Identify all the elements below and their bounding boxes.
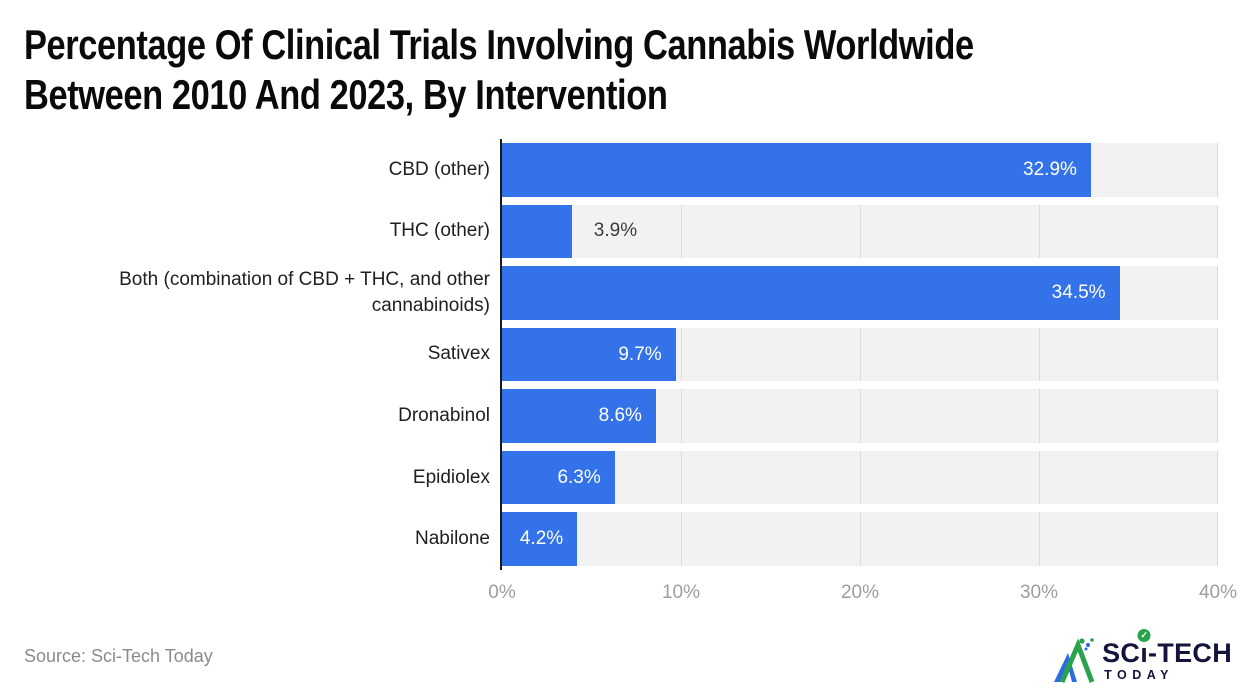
gridline [1039,512,1040,567]
bar-track: 8.6% [502,385,1218,447]
bar-value-label: 6.3% [557,466,601,488]
bar-value-label: 8.6% [598,405,642,427]
row-band: 8.6% [502,389,1218,443]
x-axis: 0% 10% 20% 30% 40% [488,582,1237,608]
gridline [860,327,861,382]
bar-track: 6.3% [502,447,1218,509]
chart-row: CBD (other) 32.9% [24,139,1218,201]
x-tick-label: 0% [488,582,516,603]
category-label: CBD (other) [388,158,490,180]
chart-row: THC (other) 3.9% [24,201,1218,263]
gridline [860,450,861,505]
scitech-logo: SC ✓ ı-TECH TODAY [1053,628,1232,684]
row-band: 32.9% [502,143,1218,197]
x-tick-label: 10% [661,582,701,603]
logo-i: ✓ ı [1137,628,1151,667]
category-label: Both (combination of CBD + THC, and othe… [119,268,490,316]
row-band: 6.3% [502,450,1218,505]
gridline [681,450,682,505]
bar-chart: CBD (other) 32.9% THC (other) 3.9% Both (com… [24,139,1218,570]
chart-row: Nabilone 4.2% [24,508,1218,570]
chart-row: Epidiolex 6.3% [24,447,1218,509]
check-icon: ✓ [1137,628,1151,642]
chart-row: Dronabinol 8.6% [24,385,1218,447]
y-axis-line [499,139,502,570]
bar-track: 4.2% [502,508,1218,570]
gridline [1217,512,1218,567]
gridline [681,512,682,567]
scitech-brand-sub: TODAY [1104,667,1174,682]
x-tick-label: 40% [1198,582,1238,603]
bar: 8.6% [502,389,656,443]
bar-value-label: 32.9% [1023,158,1077,180]
bar: 32.9% [502,143,1091,197]
gridline [1039,204,1040,259]
bar: 4.2% [502,512,578,567]
bar: 6.3% [502,450,615,505]
bar [502,204,572,259]
gridline [860,204,861,259]
category-label: Sativex [427,343,490,365]
x-tick-label: 30% [1019,582,1059,603]
gridline [1217,266,1218,320]
gridline [860,512,861,567]
bar-value-label: 34.5% [1051,281,1106,303]
scitech-logo-text: SC ✓ ı-TECH TODAY [1102,628,1232,682]
scitech-brand: SC ✓ ı-TECH [1102,628,1232,668]
bar: 9.7% [502,327,676,382]
gridline [860,389,861,443]
source-note: Source: Sci-Tech Today [24,646,213,666]
gridline [1217,327,1218,382]
row-band: 9.7% [502,327,1218,382]
gridline [1217,143,1218,197]
gridline [1217,389,1218,443]
gridline [1039,327,1040,382]
row-band: 4.2% [502,512,1218,567]
chart-row: Both (combination of CBD + THC, and othe… [24,262,1218,324]
bar-value-label: 3.9% [593,220,638,242]
row-band: 34.5% [502,266,1218,320]
category-label: Epidiolex [412,466,490,488]
bar-track: 3.9% [502,201,1218,263]
gridline [681,327,682,382]
gridline [1217,450,1218,505]
bar: 34.5% [502,266,1120,320]
bar-track: 9.7% [502,324,1218,386]
x-tick-label: 20% [840,582,880,603]
chart-title-line2: Between 2010 And 2023, By Intervention [24,71,668,118]
bar-value-label: 9.7% [618,343,662,365]
category-label: Nabilone [415,528,490,550]
category-label: Dronabinol [398,404,490,426]
chart-title-line1: Percentage Of Clinical Trials Involving … [24,21,974,68]
bar-track: 32.9% [502,139,1218,201]
bar-value-label: 4.2% [519,528,564,550]
category-label: THC (other) [389,220,490,242]
chart-row: Sativex 9.7% [24,324,1218,386]
gridline [1039,450,1040,505]
bar-track: 34.5% [502,262,1218,324]
chart-title: Percentage Of Clinical Trials Involving … [24,20,1182,120]
gridline [1217,204,1218,259]
gridline [681,204,682,259]
gridline [681,389,682,443]
gridline [1039,389,1040,443]
scitech-logo-icon [1054,638,1095,683]
row-band: 3.9% [502,204,1218,259]
